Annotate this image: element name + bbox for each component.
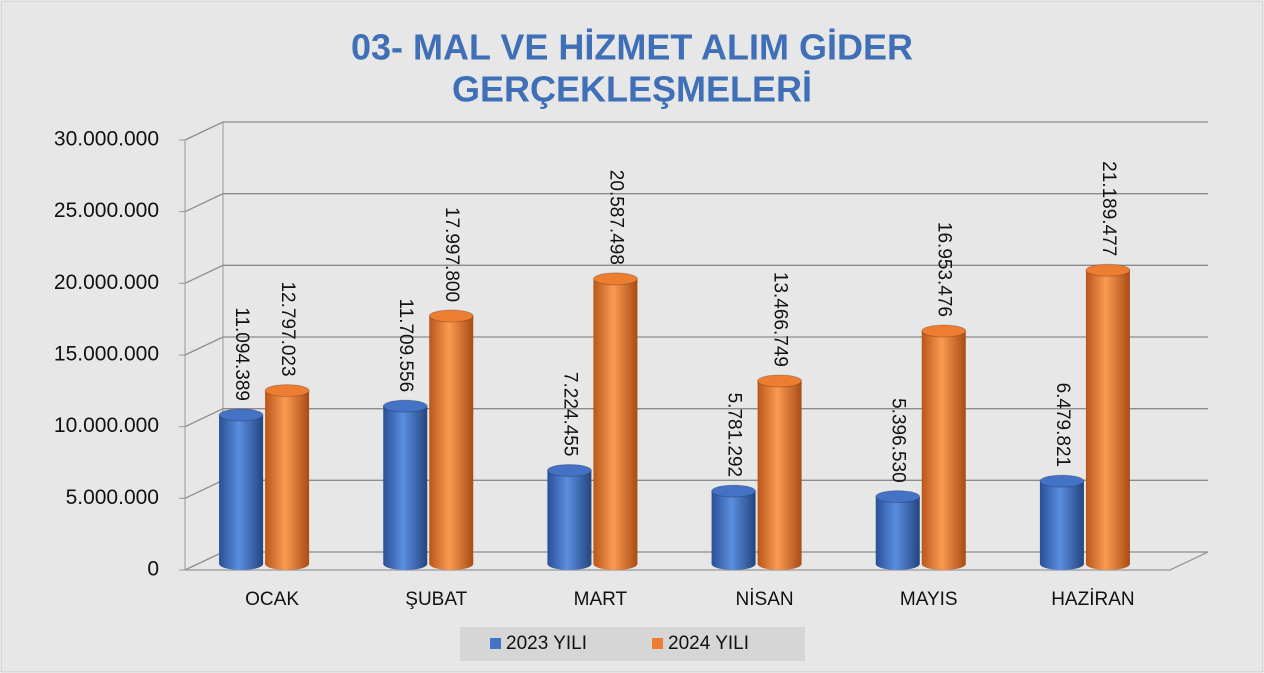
bar-base: [547, 558, 592, 570]
bar-top: [711, 484, 757, 498]
bar-body: [429, 316, 474, 564]
bar-base: [219, 558, 264, 570]
bar: [711, 484, 757, 570]
bar-base: [1085, 558, 1130, 570]
bar-base: [921, 558, 966, 570]
bar: [757, 374, 803, 570]
x-tick-label: NİSAN: [736, 589, 794, 610]
grid-line: [184, 121, 1208, 141]
y-tick-label: 5.000.000: [66, 486, 159, 509]
value-label: 7.224.455: [559, 372, 580, 457]
bar-top: [382, 399, 428, 413]
bar: [382, 399, 428, 570]
bar: [218, 408, 264, 570]
bar-top: [264, 384, 310, 398]
bar: [592, 272, 638, 570]
grid-line: [184, 264, 1208, 284]
chart-title: 03- MAL VE HİZMET ALIM GİDER: [351, 27, 913, 68]
floor-edge: [185, 551, 1209, 571]
grid-line: [184, 336, 1208, 356]
value-label: 5.781.292: [724, 393, 745, 478]
chart-title: GERÇEKLEŞMELERİ: [452, 69, 812, 110]
legend-swatch: [652, 638, 663, 649]
bar-base: [1039, 558, 1084, 570]
y-tick-label: 0: [147, 558, 159, 581]
y-tick-label: 25.000.000: [54, 199, 159, 222]
y-tick-label: 20.000.000: [54, 271, 159, 294]
bar-base: [383, 558, 428, 570]
bar-top: [592, 272, 638, 286]
bar-top: [875, 490, 921, 504]
value-label: 5.396.530: [888, 398, 909, 483]
value-label: 11.709.556: [395, 298, 416, 392]
bar-top: [1085, 263, 1131, 277]
bar-body: [1039, 481, 1084, 564]
value-label: 21.189.477: [1098, 161, 1119, 256]
bar-body: [219, 414, 264, 564]
x-tick-label: OCAK: [245, 589, 299, 610]
bar-body: [921, 331, 966, 564]
bar-base: [875, 558, 920, 570]
bar-top: [1039, 474, 1085, 488]
bar-top: [921, 324, 967, 338]
bar-base: [711, 558, 756, 570]
bar-base: [265, 558, 310, 570]
legend-swatch: [490, 638, 501, 649]
value-label: 17.997.800: [441, 207, 462, 302]
x-tick-label: MAYIS: [900, 589, 958, 610]
grid-line: [184, 408, 1208, 428]
bar-body: [383, 406, 428, 564]
value-label: 11.094.389: [231, 307, 252, 401]
legend-label: 2024 YILI: [668, 633, 749, 654]
y-tick-label: 15.000.000: [54, 343, 159, 366]
bar-top: [218, 408, 264, 422]
bar-body: [711, 491, 756, 564]
value-label: 13.466.749: [770, 272, 791, 367]
grid-line: [184, 193, 1208, 213]
bar-base: [757, 558, 802, 570]
bar: [1085, 263, 1131, 570]
value-label: 6.479.821: [1052, 383, 1073, 468]
y-tick-label: 10.000.000: [54, 414, 159, 437]
bar: [875, 490, 921, 570]
value-label: 16.953.476: [934, 222, 955, 317]
bar-base: [593, 558, 638, 570]
bar-top: [428, 309, 474, 323]
bar: [264, 384, 310, 570]
y-tick-label: 30.000.000: [54, 128, 159, 151]
bar-body: [265, 390, 310, 564]
bar-body: [875, 496, 920, 564]
bar-body: [547, 470, 592, 564]
legend-box: [460, 627, 805, 661]
legend-label: 2023 YILI: [506, 633, 587, 654]
x-tick-label: HAZİRAN: [1051, 589, 1134, 610]
x-tick-label: ŞUBAT: [405, 589, 467, 610]
bar-body: [757, 380, 802, 564]
value-label: 12.797.023: [277, 281, 298, 376]
value-label: 20.587.498: [605, 170, 626, 265]
bar: [921, 324, 967, 570]
x-tick-label: MART: [574, 589, 628, 610]
bar: [546, 463, 592, 570]
bar: [428, 309, 474, 570]
bar-top: [757, 374, 803, 388]
bar-body: [593, 278, 638, 564]
bar: [1039, 474, 1085, 570]
bar-top: [546, 463, 592, 477]
bar-body: [1085, 270, 1130, 564]
bar-base: [429, 558, 474, 570]
